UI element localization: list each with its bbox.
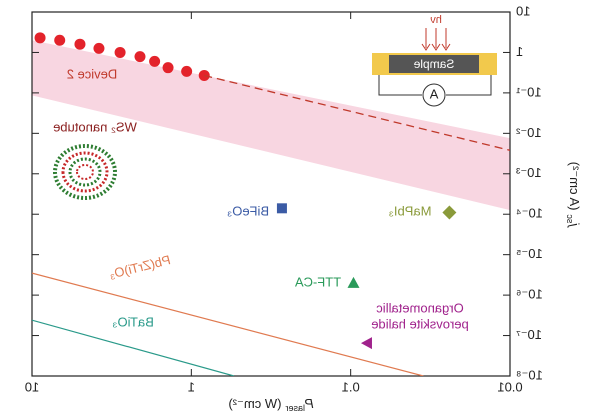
series-label: Pb(ZrTi)O₃ xyxy=(108,252,172,282)
xlabel-symbol: P xyxy=(305,396,314,411)
ammeter xyxy=(422,83,446,107)
point xyxy=(276,203,287,214)
point xyxy=(34,32,46,44)
series-label: perovskite halide xyxy=(371,316,469,331)
x-tick-label: 1 xyxy=(188,379,195,394)
point xyxy=(360,337,372,350)
xlabel-subscript: laser xyxy=(285,403,305,413)
arrow-heads xyxy=(421,43,451,51)
point xyxy=(162,62,174,74)
point xyxy=(181,65,193,77)
inset-schematic: Sample A hν xyxy=(372,14,497,107)
xlabel-unit: (W cm⁻²) xyxy=(228,396,281,411)
meter-label: A xyxy=(429,86,438,101)
ylabel-unit: (A cm⁻²) xyxy=(567,162,582,211)
sample-block xyxy=(389,55,479,73)
point xyxy=(74,38,86,50)
point xyxy=(93,42,105,54)
y-tick-label: 10⁻⁸ xyxy=(516,367,543,382)
fit-line xyxy=(204,74,510,151)
ylabel-subscript: sc xyxy=(565,214,575,224)
point xyxy=(442,205,457,220)
x-tick-label: 10 xyxy=(25,379,39,394)
plot-area xyxy=(32,40,510,211)
light-arrows xyxy=(425,28,447,48)
xlabel-label: Plaser (W cm⁻²) xyxy=(228,396,313,413)
series-label: Organometallic xyxy=(376,300,464,315)
point xyxy=(54,34,66,46)
axes-frame xyxy=(31,11,511,377)
y-tick-label: 10⁻⁶ xyxy=(516,287,543,302)
ylabel-symbol: j xyxy=(567,222,582,228)
circuit-wire xyxy=(378,75,492,96)
band xyxy=(32,40,510,211)
series-label: MaPbI₃ xyxy=(389,203,432,218)
y-tick-label: 10⁻¹ xyxy=(515,84,541,99)
series-label: Device 2 xyxy=(67,66,118,81)
ylabel-label: jsc (A cm⁻²) xyxy=(565,162,582,229)
y-tick-label: 10⁻² xyxy=(515,125,541,140)
sample-label: Sample xyxy=(413,57,454,71)
y-tick-label: 10 xyxy=(516,3,530,18)
y-tick-label: 1 xyxy=(516,44,523,59)
point xyxy=(149,55,161,67)
series-label: BaTiO₃ xyxy=(112,314,154,329)
point xyxy=(347,276,360,288)
y-tick-label: 10⁻⁷ xyxy=(516,327,542,342)
series-label: BiFeO₃ xyxy=(227,203,269,218)
x-tick-label: 0.01 xyxy=(497,379,522,394)
nanotube-image xyxy=(53,144,117,200)
point xyxy=(114,46,126,58)
y-tick-label: 10⁻³ xyxy=(515,165,541,180)
annotation: WS₂ nanotube xyxy=(53,119,137,134)
mirrored-figure: Sample A hν 0.01 0.1 1 10 10⁻⁸ 10⁻⁷ 10⁻⁶ 10⁻⁵ 10… xyxy=(25,3,582,413)
y-tick-label: 10⁻⁵ xyxy=(516,246,543,261)
trend-line xyxy=(32,272,424,376)
trend-line xyxy=(32,319,235,376)
light-label: hν xyxy=(430,14,442,26)
point xyxy=(134,51,146,63)
y-tick-label: 10⁻⁴ xyxy=(516,206,543,221)
x-tick-label: 0.1 xyxy=(342,379,360,394)
series-label: TTF-CA xyxy=(295,274,342,289)
